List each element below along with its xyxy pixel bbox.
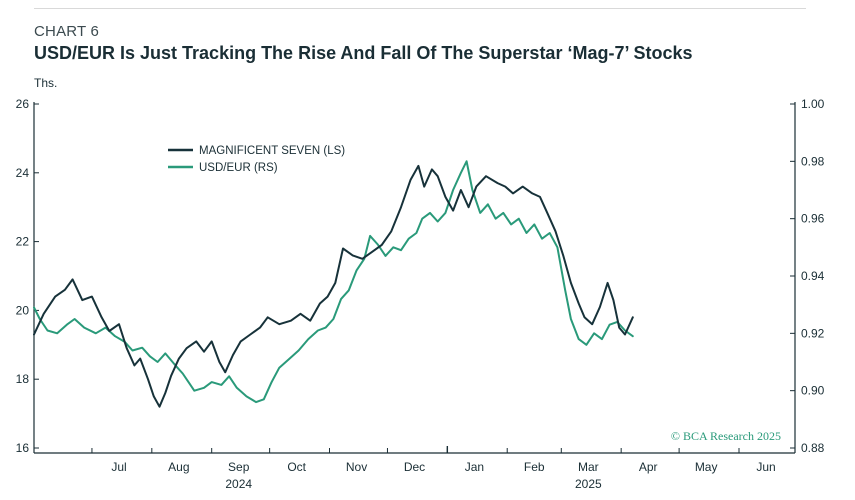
right-tick-label: 0.88 bbox=[801, 441, 825, 455]
legend-label: MAGNIFICENT SEVEN (LS) bbox=[199, 145, 345, 157]
month-label: Apr bbox=[639, 460, 658, 474]
year-label: 2024 bbox=[225, 477, 252, 491]
chart-series bbox=[33, 160, 634, 408]
left-tick-label: 26 bbox=[16, 97, 30, 111]
right-tick-label: 0.98 bbox=[801, 154, 825, 168]
month-label: May bbox=[695, 460, 718, 474]
right-tick-label: 1.00 bbox=[801, 97, 825, 111]
left-tick-label: 22 bbox=[16, 235, 30, 249]
month-label: Jun bbox=[756, 460, 775, 474]
month-label: Aug bbox=[168, 460, 189, 474]
chart-number: CHART 6 bbox=[34, 23, 100, 40]
right-tick-label: 0.92 bbox=[801, 326, 825, 340]
month-label: Nov bbox=[346, 460, 367, 474]
month-label: Dec bbox=[404, 460, 425, 474]
month-label: Jan bbox=[465, 460, 484, 474]
year-label: 2025 bbox=[575, 477, 602, 491]
left-tick-label: 18 bbox=[16, 372, 30, 386]
chart-axes: 16 18 20 22 24 26 0.88 0.90 0.92 0.94 0.96 0.98 1.00… bbox=[16, 97, 825, 491]
left-axis-unit: Ths. bbox=[34, 76, 58, 90]
left-tick-label: 24 bbox=[16, 166, 30, 180]
month-label: Mar bbox=[578, 460, 599, 474]
right-tick-label: 0.90 bbox=[801, 384, 825, 398]
chart-legend: MAGNIFICENT SEVEN (LS) USD/EUR (RS) bbox=[168, 145, 345, 174]
top-divider bbox=[34, 8, 806, 9]
month-label: Sep bbox=[228, 460, 250, 474]
month-label: Feb bbox=[524, 460, 545, 474]
left-tick-label: 20 bbox=[16, 303, 30, 317]
month-label: Oct bbox=[287, 460, 306, 474]
left-tick-label: 16 bbox=[16, 441, 30, 455]
series-line-magnificent-seven bbox=[33, 164, 634, 408]
month-label: Jul bbox=[111, 460, 126, 474]
right-tick-label: 0.94 bbox=[801, 269, 825, 283]
legend-label: USD/EUR (RS) bbox=[199, 162, 278, 174]
series-line-usd-eur bbox=[33, 160, 634, 404]
chart-title: USD/EUR Is Just Tracking The Rise And Fa… bbox=[34, 43, 693, 63]
right-tick-label: 0.96 bbox=[801, 212, 825, 226]
copyright-credit: © BCA Research 2025 bbox=[671, 429, 781, 443]
